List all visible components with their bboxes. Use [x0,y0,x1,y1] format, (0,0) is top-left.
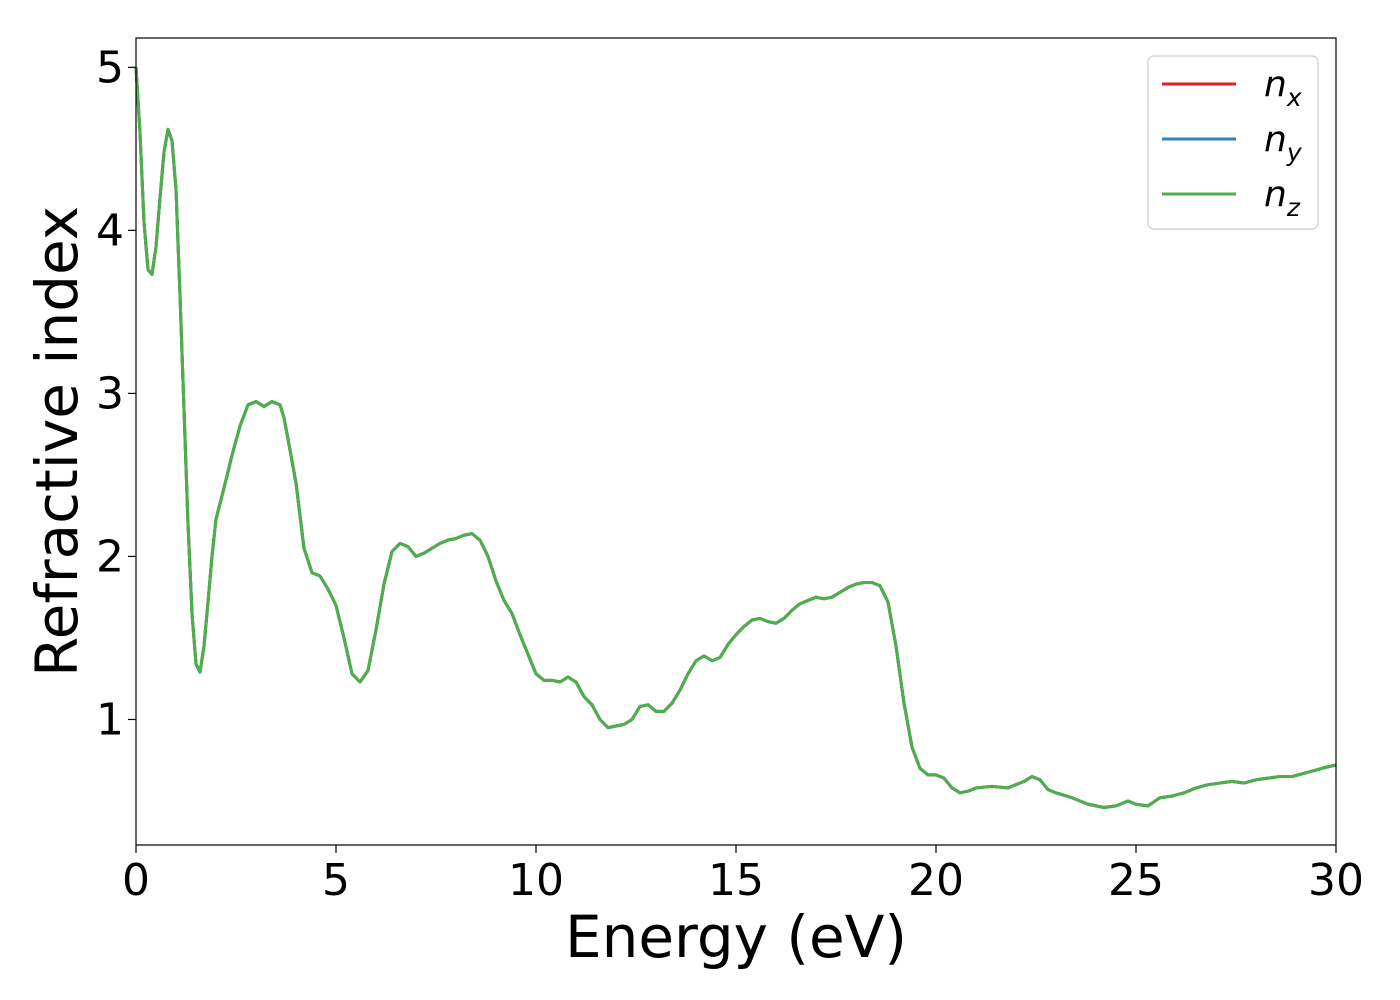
x-tick-label: 5 [322,855,350,906]
x-tick-label: 30 [1308,855,1364,906]
series-line-z [134,67,1337,809]
legend-label-base: n [1264,64,1287,105]
legend-label-subscript: x [1286,83,1302,112]
y-axis-ticks: 1 2 3 4 5 [96,42,136,745]
x-axis-label: Energy (eV) [565,903,907,971]
legend-label-x: nx [1264,64,1302,112]
legend-item-y: ny [1162,119,1303,167]
legend-item-z: nz [1162,174,1301,222]
legend-label-z: nz [1264,174,1301,222]
plot-lines [134,67,1337,809]
y-axis-label: Refractive index [23,206,91,677]
y-tick-label: 4 [96,205,124,256]
legend-label-base: n [1264,119,1287,160]
x-axis-ticks: 0 5 10 15 20 25 30 [122,845,1364,906]
y-tick-label: 1 [96,694,124,745]
y-tick-label: 3 [96,368,124,419]
x-tick-label: 15 [708,855,764,906]
x-tick-label: 20 [908,855,964,906]
legend-label-subscript: z [1286,193,1301,222]
y-tick-label: 5 [96,42,124,93]
legend-label-y: ny [1264,119,1303,167]
legend-item-x: nx [1162,64,1302,112]
legend-label-base: n [1264,174,1287,215]
x-tick-label: 10 [508,855,564,906]
legend-label-subscript: y [1286,138,1303,167]
x-tick-label: 25 [1108,855,1164,906]
y-tick-label: 2 [96,531,124,582]
x-tick-label: 0 [122,855,150,906]
legend-box [1147,55,1319,230]
